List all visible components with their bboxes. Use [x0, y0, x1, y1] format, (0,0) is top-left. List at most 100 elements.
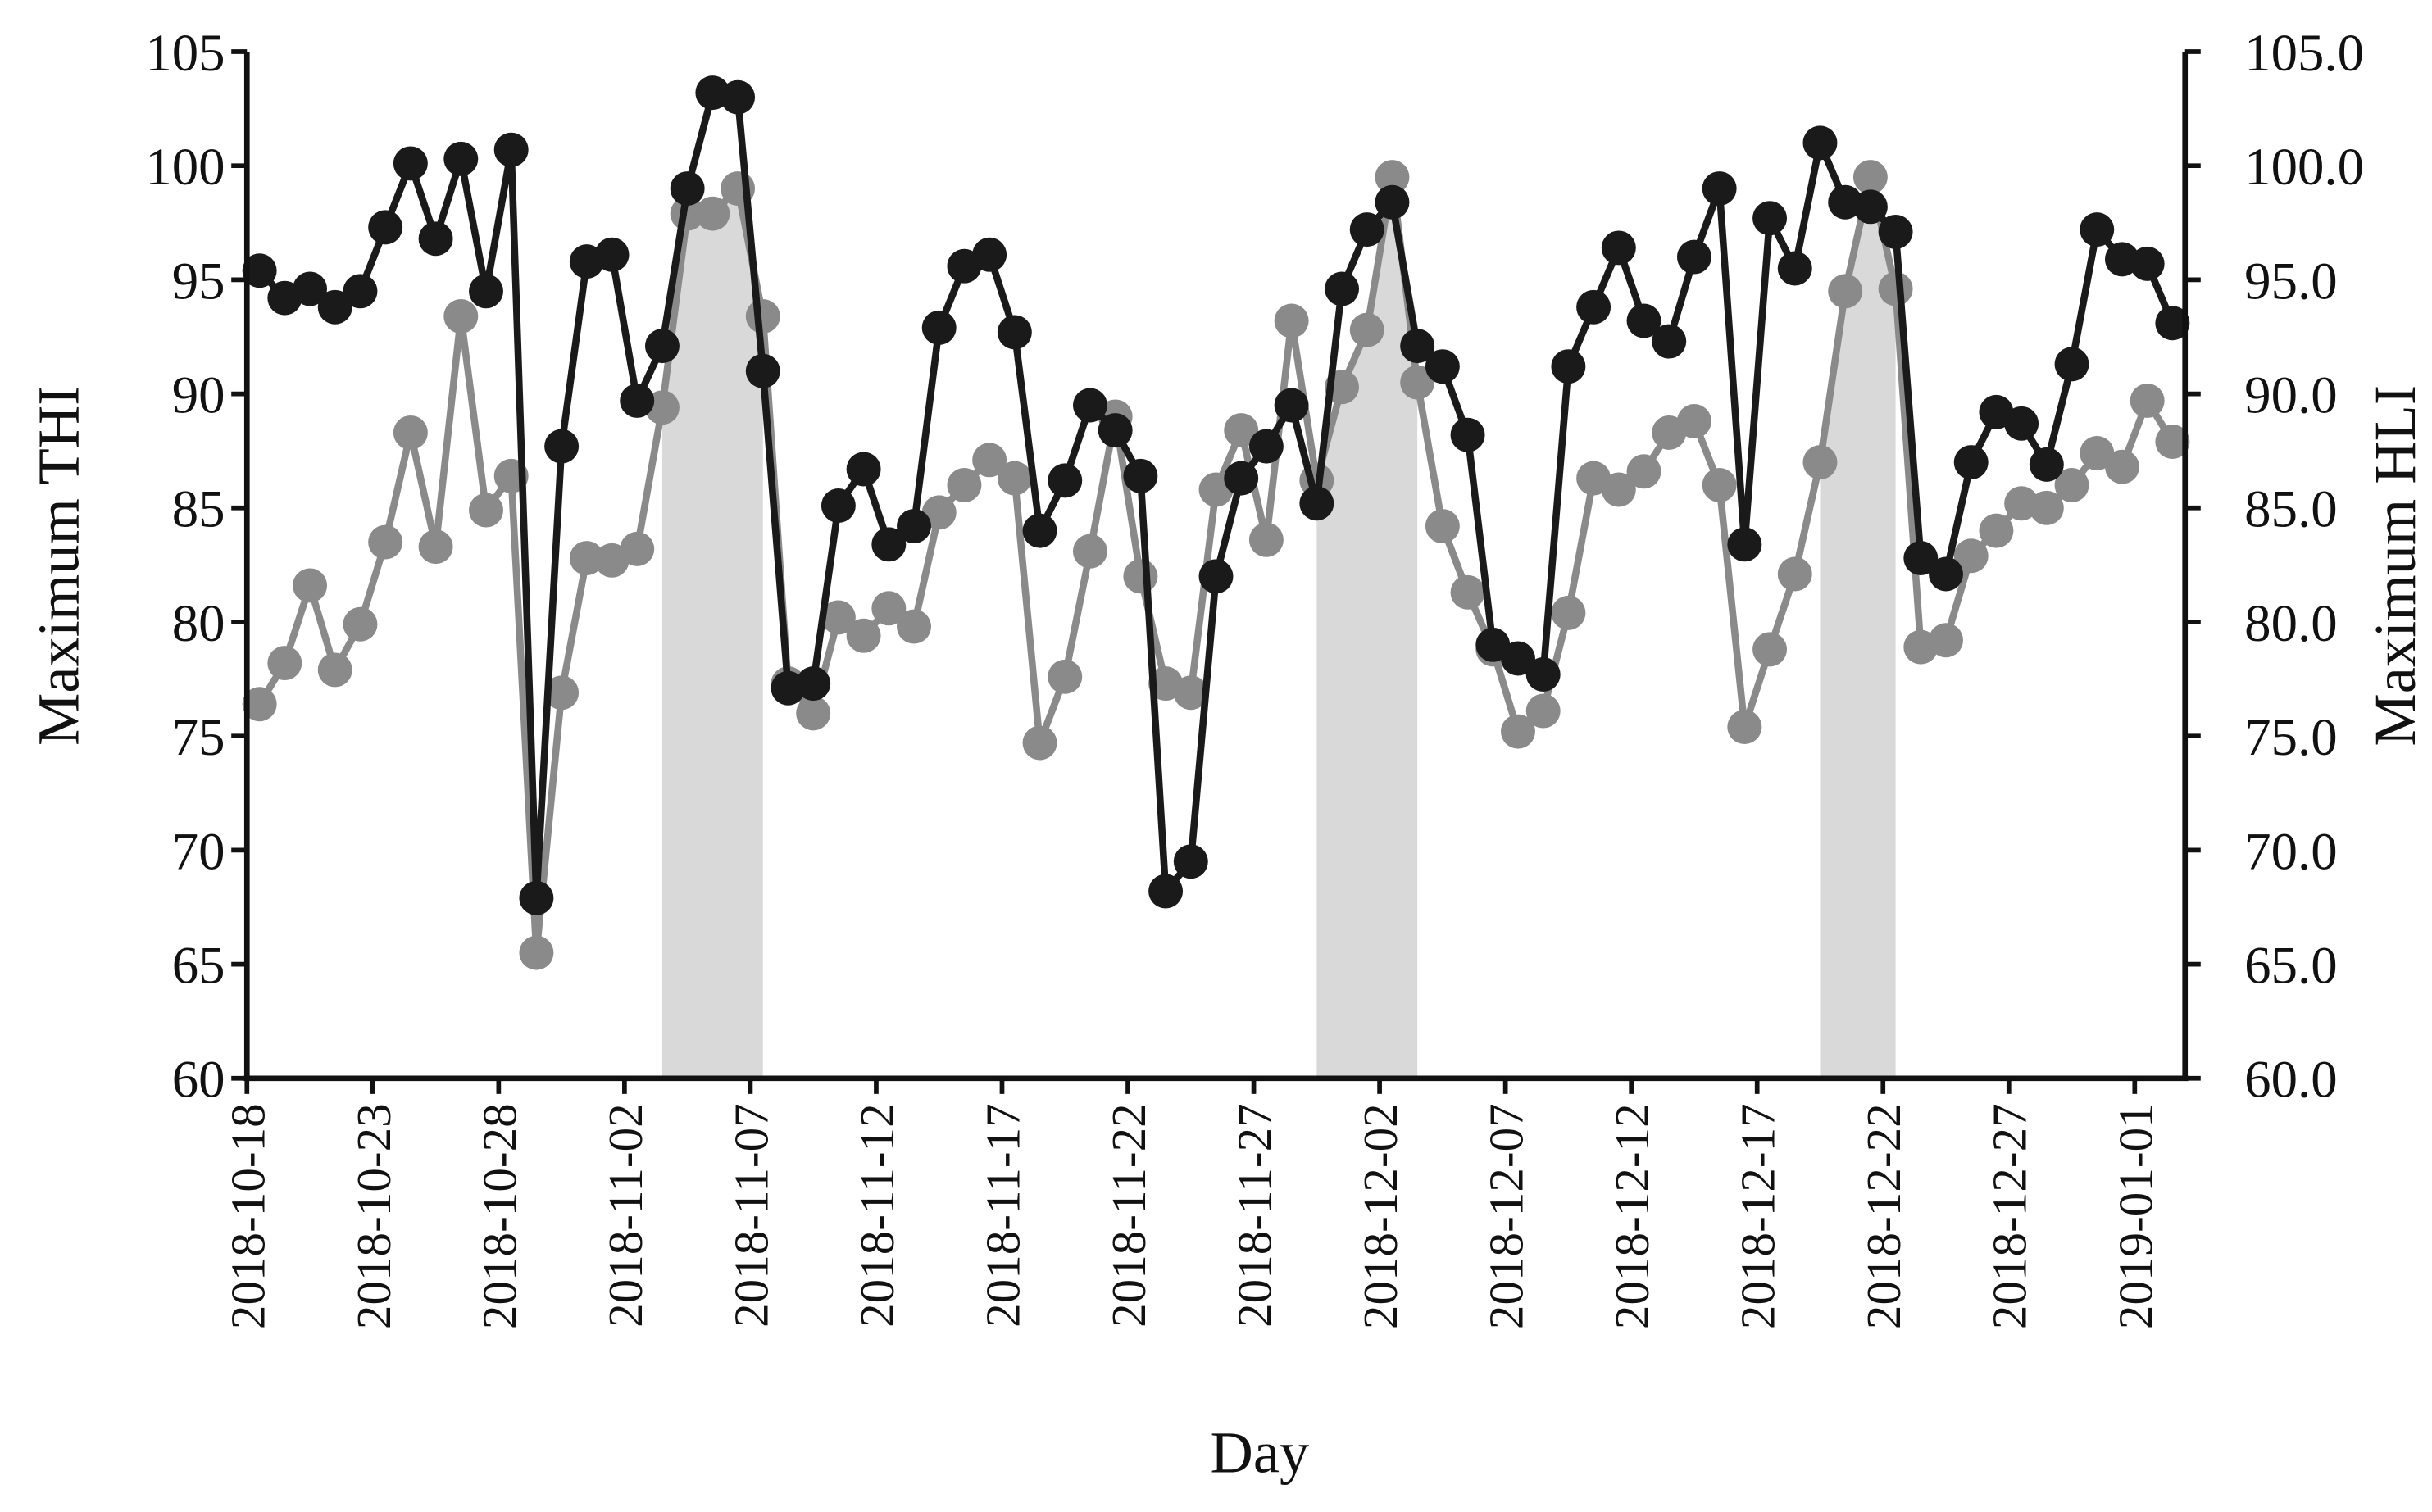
- y2-tick-label: 75.0: [2244, 708, 2337, 767]
- series-marker: [1953, 445, 1989, 480]
- series-marker: [871, 591, 907, 626]
- series-marker: [846, 452, 881, 487]
- series-marker: [1852, 189, 1888, 225]
- series-marker: [1676, 404, 1711, 438]
- series-marker: [1048, 463, 1083, 498]
- series-marker: [1727, 527, 1762, 562]
- series-marker: [267, 646, 302, 681]
- series-marker: [921, 495, 957, 530]
- series-marker: [1601, 472, 1636, 507]
- series-marker: [972, 443, 1007, 478]
- x-tick-label: 2018-11-12: [850, 1103, 904, 1328]
- series-marker: [1576, 289, 1611, 325]
- series-marker: [317, 652, 352, 688]
- series-marker: [1953, 538, 1989, 574]
- series-marker: [821, 600, 856, 635]
- series-marker: [1475, 627, 1511, 662]
- series-marker: [2004, 406, 2039, 441]
- series-marker: [1929, 556, 1963, 592]
- x-tick-label: 2018-12-22: [1857, 1103, 1911, 1329]
- series-marker: [544, 675, 580, 711]
- y2-tick-label: 85.0: [2244, 480, 2337, 539]
- series-marker: [1072, 534, 1107, 569]
- y-tick-label: 95: [172, 252, 225, 311]
- series-marker: [1752, 201, 1788, 236]
- series-marker: [1248, 522, 1284, 557]
- series-marker: [1878, 271, 1913, 306]
- series-marker: [670, 171, 705, 207]
- x-tick-label: 2018-12-27: [1983, 1103, 2037, 1329]
- series-marker: [2155, 306, 2190, 341]
- series-marker: [2080, 436, 2115, 470]
- x-tick-label: 2018-12-02: [1353, 1103, 1407, 1329]
- series-marker: [443, 141, 479, 176]
- series-marker: [1752, 632, 1788, 667]
- series-marker: [1224, 461, 1259, 496]
- series-marker: [972, 237, 1007, 272]
- series-marker: [1501, 714, 1535, 749]
- series-marker: [393, 415, 428, 450]
- series-marker: [1274, 388, 1309, 423]
- y-tick-label: 65: [172, 936, 225, 995]
- series-marker: [997, 461, 1032, 496]
- series-marker: [2104, 449, 2139, 484]
- series-marker: [1802, 125, 1838, 161]
- series-marker: [1702, 467, 1737, 502]
- series-marker: [1098, 413, 1133, 448]
- y2-tick-label: 90.0: [2244, 366, 2337, 425]
- y-tick-label: 85: [172, 480, 225, 539]
- x-tick-label: 2018-12-17: [1731, 1103, 1785, 1329]
- series-marker: [1903, 541, 1939, 576]
- series-marker: [493, 132, 529, 167]
- x-tick-label: 2018-10-23: [347, 1103, 401, 1329]
- series-marker: [519, 935, 554, 970]
- y2-tick-label: 60.0: [2244, 1051, 2337, 1110]
- series-marker: [1802, 445, 1838, 480]
- series-marker: [418, 221, 453, 257]
- x-tick-label: 2018-11-27: [1228, 1103, 1282, 1328]
- series-marker: [796, 696, 831, 731]
- series-marker: [368, 210, 403, 245]
- series-marker: [343, 274, 378, 309]
- y-tick-label: 70: [172, 822, 225, 881]
- series-marker: [997, 315, 1032, 350]
- series-marker: [921, 310, 957, 345]
- series-marker: [897, 609, 931, 644]
- series-marker: [1299, 486, 1334, 521]
- series-marker: [1022, 725, 1057, 761]
- series-marker: [1601, 230, 1636, 266]
- series-marker: [1979, 513, 2014, 548]
- series-marker: [2130, 383, 2165, 418]
- series-marker: [1450, 417, 1485, 452]
- series-marker: [2130, 246, 2165, 281]
- x-tick-label: 2018-12-12: [1605, 1103, 1659, 1329]
- y-tick-label: 75: [172, 708, 225, 767]
- series-marker: [293, 271, 328, 306]
- series-marker: [1551, 595, 1586, 630]
- series-marker: [745, 298, 780, 334]
- y2-tick-label: 70.0: [2244, 822, 2337, 881]
- series-marker: [871, 527, 907, 562]
- series-marker: [544, 429, 580, 464]
- series-marker: [2029, 490, 2064, 525]
- series-marker: [2054, 467, 2089, 502]
- series-marker: [1551, 349, 1586, 384]
- series-marker: [1878, 214, 1913, 249]
- series-marker: [721, 79, 756, 115]
- series-marker: [620, 531, 655, 566]
- x-tick-label: 2018-12-07: [1480, 1103, 1534, 1329]
- series-marker: [393, 146, 428, 181]
- x-tick-label: 2018-10-18: [220, 1103, 275, 1329]
- series-marker: [1727, 710, 1762, 745]
- series-marker: [1525, 657, 1561, 692]
- series-marker: [2054, 347, 2089, 382]
- series-marker: [1501, 641, 1535, 676]
- x-tick-label: 2018-11-02: [598, 1103, 652, 1328]
- series-marker: [1325, 271, 1360, 306]
- series-marker: [1123, 458, 1158, 493]
- y-tick-label: 105: [145, 24, 225, 83]
- shaded-range: [1820, 177, 1896, 1078]
- series-marker: [1626, 454, 1661, 489]
